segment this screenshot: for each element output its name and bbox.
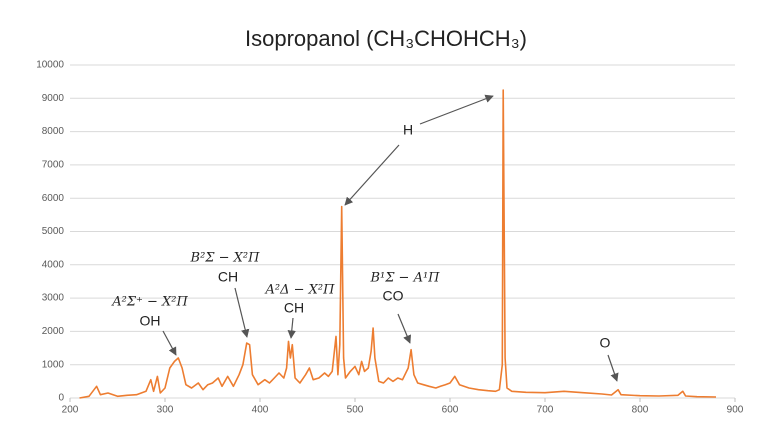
y-tick-label: 4000 [42, 259, 65, 270]
annotation: A²Δ − X²Π [265, 283, 336, 298]
y-tick-label: 2000 [42, 326, 65, 337]
annotation: B¹Σ − A¹Π [369, 271, 440, 286]
annotation-arrow [397, 313, 411, 344]
annotation: CO [383, 288, 404, 304]
y-tick-label: 10000 [36, 60, 64, 71]
annotation-arrow [234, 287, 250, 338]
y-tick-label: 1000 [42, 359, 65, 370]
y-tick-label: 3000 [42, 293, 65, 304]
y-tick-label: 9000 [42, 93, 65, 104]
annotation: B²Σ − X²Π [190, 251, 261, 266]
y-tick-label: 0 [58, 393, 64, 404]
x-tick-label: 400 [252, 405, 269, 416]
annotation-arrow [162, 330, 177, 356]
x-tick-label: 700 [537, 405, 554, 416]
x-tick-label: 500 [347, 405, 364, 416]
x-tick-label: 900 [727, 405, 744, 416]
spectrum-line [79, 89, 717, 399]
annotation: A²Σ⁺ − X²Π [111, 295, 188, 310]
x-tick-label: 800 [632, 405, 649, 416]
annotation: CH [284, 300, 304, 316]
annotation-arrow [287, 317, 296, 339]
chart-title: Isopropanol (CH₃CHOHCH₃) [245, 26, 527, 51]
annotation: CH [218, 269, 238, 285]
y-tick-label: 6000 [42, 193, 65, 204]
annotation: H [403, 122, 413, 138]
annotation-arrow [419, 94, 494, 125]
y-tick-label: 5000 [42, 226, 65, 237]
annotation: OH [140, 313, 161, 329]
x-tick-label: 200 [62, 405, 79, 416]
x-tick-label: 600 [442, 405, 459, 416]
y-tick-label: 8000 [42, 126, 65, 137]
annotation-arrow [344, 144, 400, 206]
y-tick-label: 7000 [42, 160, 65, 171]
annotation-arrow [607, 354, 619, 382]
annotation: O [600, 335, 611, 351]
x-tick-label: 300 [157, 405, 174, 416]
